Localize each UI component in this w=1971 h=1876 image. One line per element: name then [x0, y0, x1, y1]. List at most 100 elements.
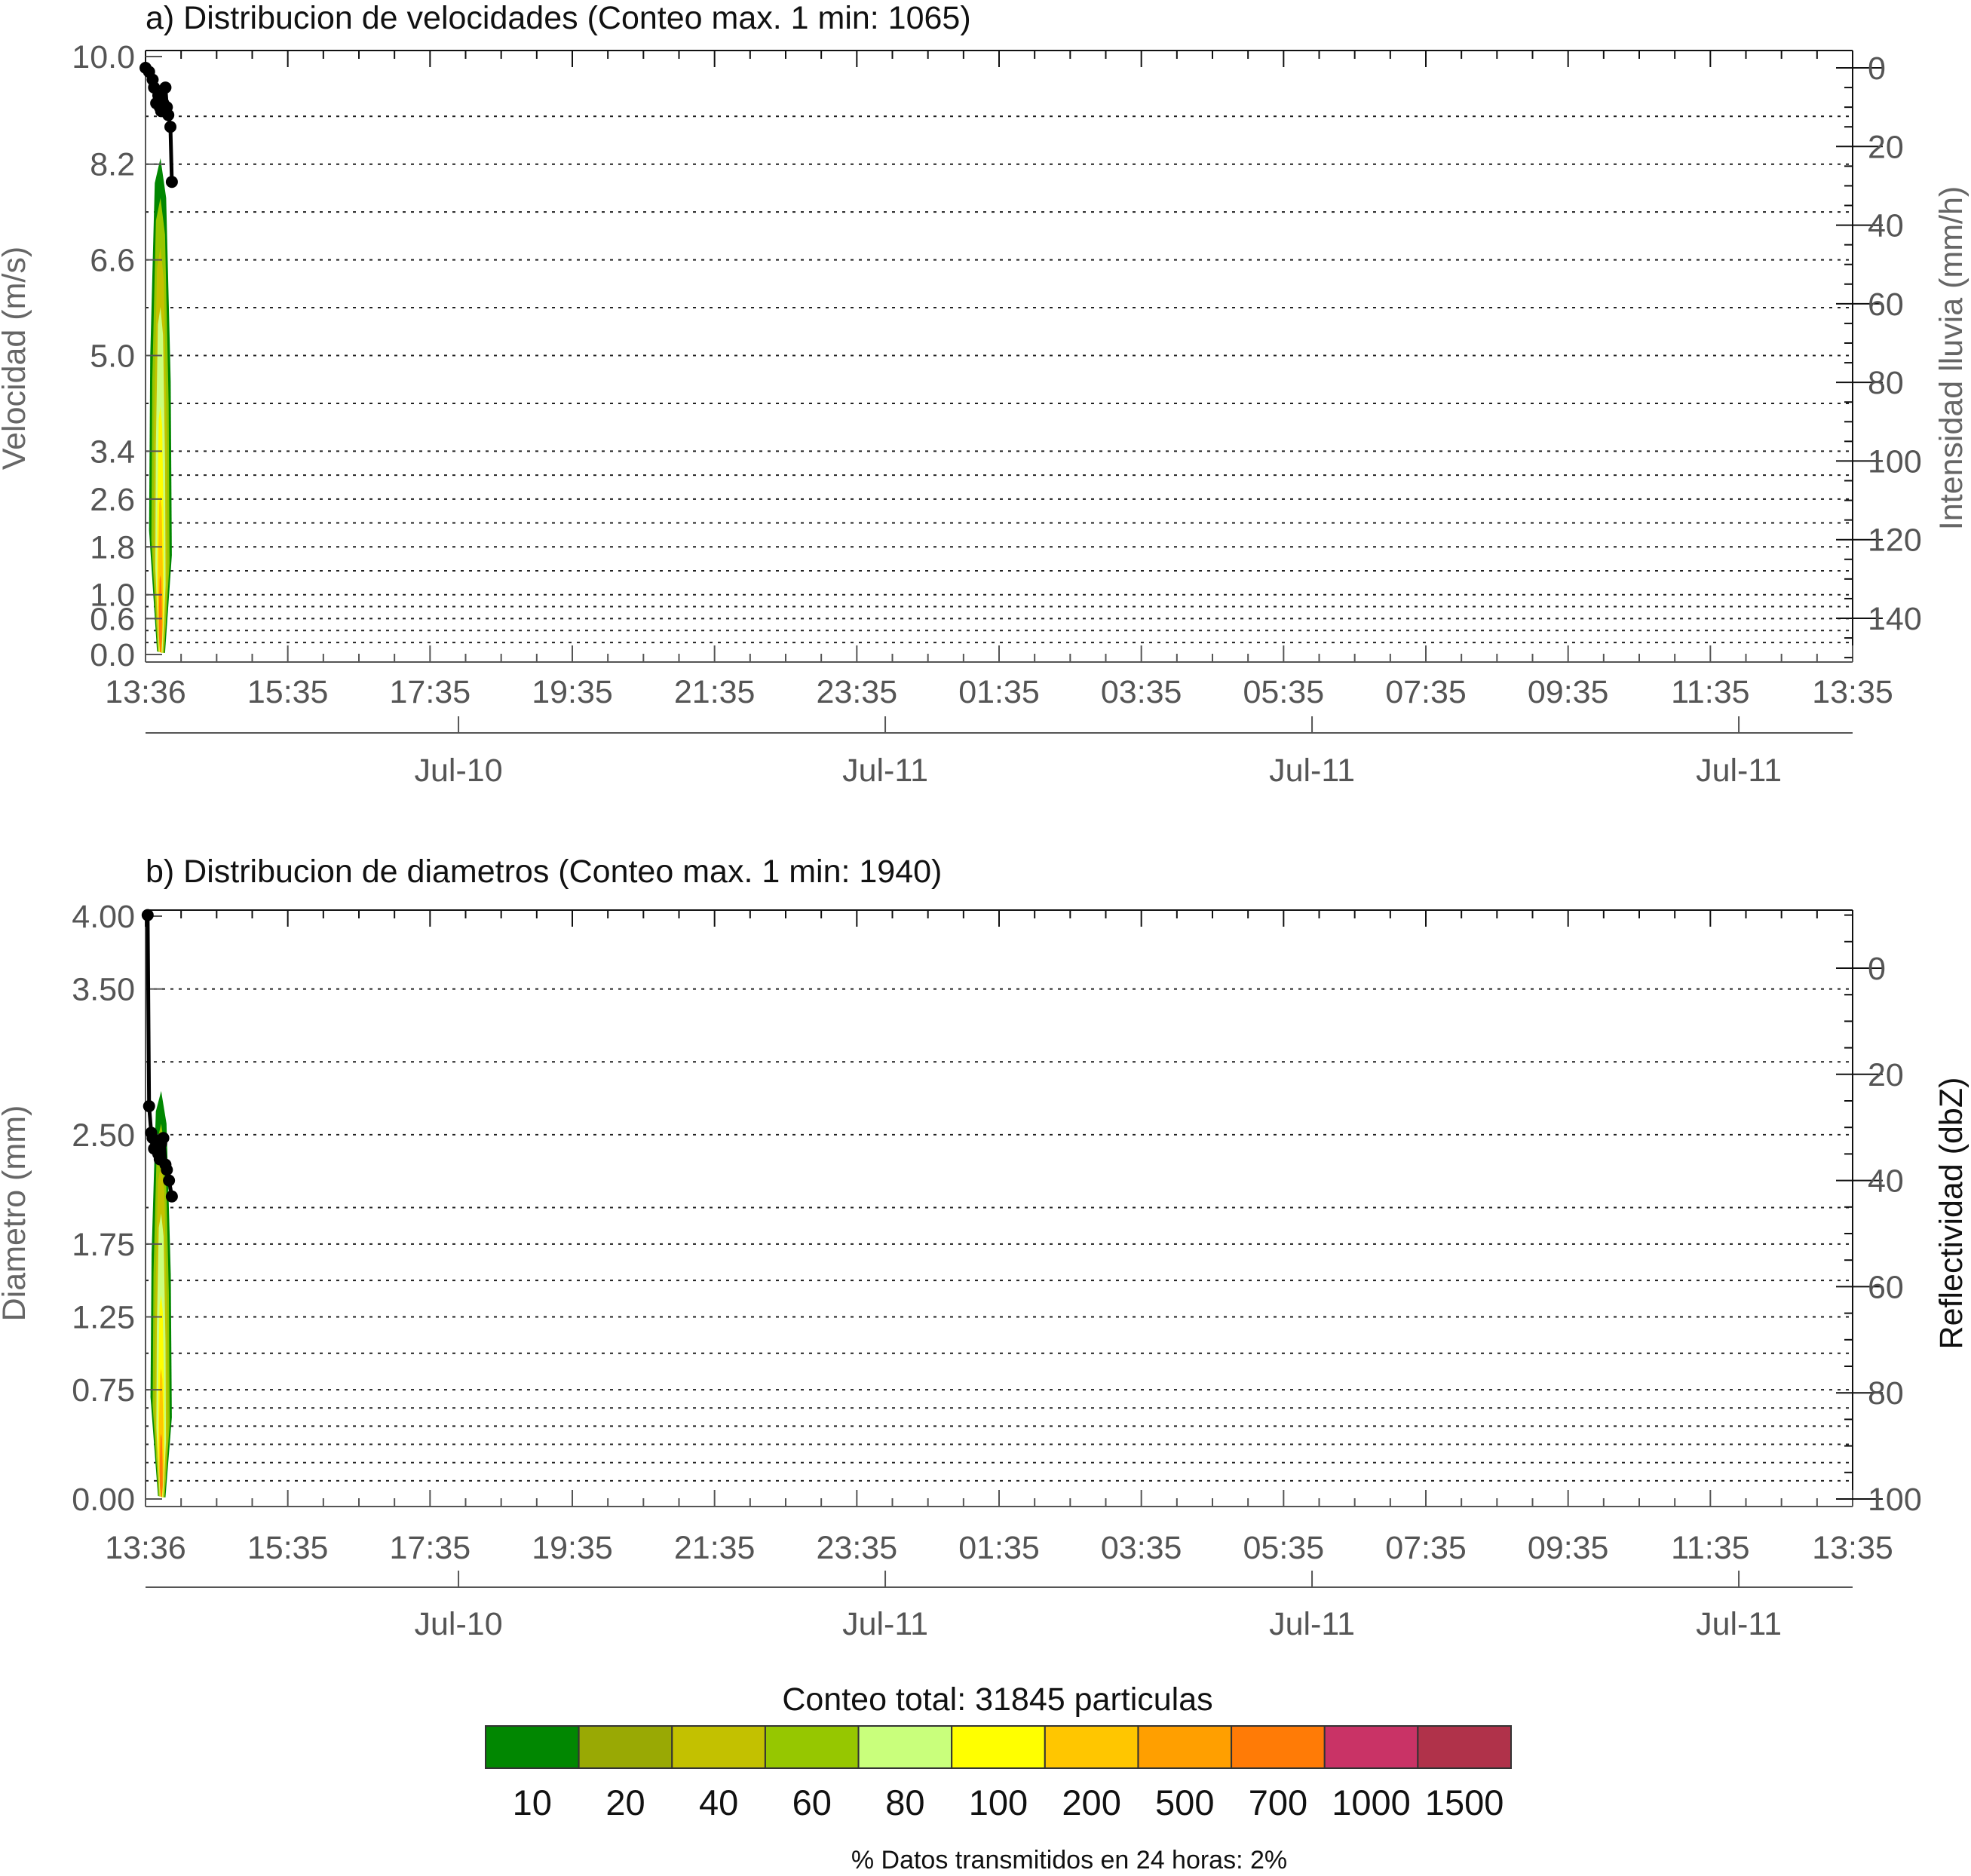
- y-tick-label: 8.2: [90, 147, 135, 183]
- transmission-footer: % Datos transmitidos en 24 horas: 2%: [851, 1846, 1287, 1874]
- y-tick-label: 1.75: [72, 1227, 135, 1263]
- time-tick-label: 05:35: [1243, 1530, 1325, 1566]
- reflectivity-line: [141, 909, 178, 1203]
- diameter-panel-title: b) Distribucion de diametros (Conteo max…: [146, 854, 942, 890]
- time-tick-label: 19:35: [532, 1530, 613, 1566]
- y2-tick-label: 0: [1868, 51, 1886, 87]
- velocity-heatmap: [149, 158, 172, 654]
- y2-tick-label: 40: [1868, 1163, 1904, 1200]
- y2-tick-label: 100: [1868, 1482, 1922, 1518]
- rain-intensity-line: [139, 62, 178, 189]
- date-tick-label: Jul-11: [842, 1606, 928, 1642]
- colorbar-cell: [578, 1725, 673, 1769]
- y-tick-label: 1.0: [90, 578, 135, 614]
- diameter-heatmap: [150, 1090, 172, 1497]
- velocity-y-ticks: 0.00.61.0 1.8 2.6 3.4 5.0 6.6 8.2 10.0: [72, 39, 162, 673]
- y2-tick-label: 100: [1868, 443, 1922, 480]
- y-tick-label: 3.50: [72, 972, 135, 1008]
- y2-tick-label: 40: [1868, 208, 1904, 244]
- time-tick-label: 07:35: [1385, 1530, 1467, 1566]
- diameter-time-ticks: 13:36 15:35 17:35 19:35 21:35 23:35 01:35 03:35…: [105, 1530, 1893, 1566]
- colorbar-cell: [951, 1725, 1046, 1769]
- y-tick-label: 2.50: [72, 1117, 135, 1154]
- colorbar-cell: [1323, 1725, 1419, 1769]
- series-point: [163, 1174, 176, 1187]
- colorbar-label: 40: [699, 1783, 738, 1822]
- velocity-panel-title: a) Distribucion de velocidades (Conteo m…: [146, 0, 971, 36]
- time-tick-label: 13:35: [1812, 1530, 1893, 1566]
- velocity-y-axis-label: Velocidad (m/s): [0, 247, 32, 470]
- rain-intensity-y2-axis-label: Intensidad lluvia (mm/h): [1933, 186, 1969, 530]
- colorbar-cell: [1231, 1725, 1326, 1769]
- date-tick-label: Jul-11: [1696, 1606, 1782, 1642]
- reflectivity-y2-axis-label: Reflectividad (dbZ): [1933, 1077, 1969, 1350]
- y-tick-label: 5.0: [90, 339, 135, 375]
- series-point: [165, 176, 178, 189]
- series-point: [161, 1163, 173, 1176]
- y2-tick-label: 80: [1868, 365, 1904, 401]
- colorbar-cell: [1417, 1725, 1513, 1769]
- colorbar-cell: [857, 1725, 953, 1769]
- time-tick-label: 09:35: [1528, 1530, 1609, 1566]
- y-tick-label: 2.6: [90, 482, 135, 518]
- time-tick-label: 03:35: [1101, 1530, 1182, 1566]
- colorbar-cells: [485, 1725, 1513, 1769]
- y-tick-label: 0.00: [72, 1482, 135, 1518]
- time-tick-label: 01:35: [958, 674, 1040, 710]
- y2-tick-label: 20: [1868, 129, 1904, 165]
- colorbar-label: 80: [885, 1783, 924, 1822]
- colorbar-label: 20: [605, 1783, 645, 1822]
- velocity-gridlines: [146, 115, 1853, 644]
- date-tick-label: Jul-11: [842, 753, 928, 789]
- colorbar-label: 500: [1155, 1783, 1214, 1822]
- time-tick-label: 03:35: [1101, 674, 1182, 710]
- colorbar-label: 100: [969, 1783, 1028, 1822]
- y-tick-label: 4.00: [72, 899, 135, 935]
- diameter-panel: b) Distribucion de diametros (Conteo max…: [0, 854, 1969, 1642]
- series-point: [143, 1100, 155, 1113]
- y2-tick-label: 60: [1868, 1269, 1904, 1305]
- colorbar-label: 700: [1249, 1783, 1307, 1822]
- rain-intensity-y2-ticks: 0 20 40 60 80 100 120 140: [1836, 51, 1922, 659]
- count-colorbar: Conteo total: 31845 particulas 10 20 40 60 8…: [485, 1681, 1513, 1822]
- date-tick-label: Jul-11: [1269, 753, 1355, 789]
- y-tick-label: 10.0: [72, 39, 135, 75]
- colorbar-cell: [1044, 1725, 1139, 1769]
- y2-tick-label: 0: [1868, 951, 1886, 987]
- date-tick-label: Jul-11: [1269, 1606, 1355, 1642]
- heatmap-contour: [159, 1433, 163, 1497]
- colorbar-cell: [671, 1725, 766, 1769]
- diameter-gridlines: [146, 988, 1853, 1482]
- diameter-plot-frame: [145, 909, 1853, 1507]
- y-tick-label: 3.4: [90, 434, 135, 470]
- colorbar-label: 10: [513, 1783, 552, 1822]
- colorbar-labels: 10 20 40 60 80 100 200 500 700 1000 1500: [513, 1783, 1504, 1822]
- colorbar-title: Conteo total: 31845 particulas: [782, 1681, 1212, 1718]
- colorbar-label: 1500: [1425, 1783, 1504, 1822]
- series-point: [165, 1190, 178, 1203]
- series-point: [141, 909, 154, 921]
- time-tick-label: 11:35: [1671, 674, 1749, 710]
- time-tick-label: 21:35: [674, 674, 756, 710]
- diameter-date-axis: Jul-10 Jul-11 Jul-11 Jul-11: [146, 1571, 1853, 1642]
- velocity-date-axis: Jul-10 Jul-11 Jul-11 Jul-11: [146, 716, 1853, 789]
- time-tick-label: 09:35: [1528, 674, 1609, 710]
- y-tick-label: 6.6: [90, 243, 135, 279]
- time-tick-label: 19:35: [532, 674, 613, 710]
- series-point: [157, 1132, 170, 1145]
- time-tick-label: 11:35: [1671, 1530, 1749, 1566]
- colorbar-cell: [1137, 1725, 1233, 1769]
- reflectivity-y2-ticks: 0 20 40 60 80 100: [1836, 914, 1922, 1518]
- time-tick-label: 15:35: [247, 1530, 329, 1566]
- series-point: [162, 109, 175, 121]
- time-tick-label: 21:35: [674, 1530, 756, 1566]
- y-tick-label: 0.6: [90, 601, 135, 637]
- y-tick-label: 1.25: [72, 1299, 135, 1335]
- y2-tick-label: 80: [1868, 1375, 1904, 1412]
- y2-tick-label: 140: [1868, 601, 1922, 637]
- velocity-panel: a) Distribucion de velocidades (Conteo m…: [0, 0, 1969, 789]
- time-tick-label: 07:35: [1385, 674, 1467, 710]
- y-tick-label: 0.75: [72, 1372, 135, 1409]
- time-tick-label: 23:35: [817, 674, 898, 710]
